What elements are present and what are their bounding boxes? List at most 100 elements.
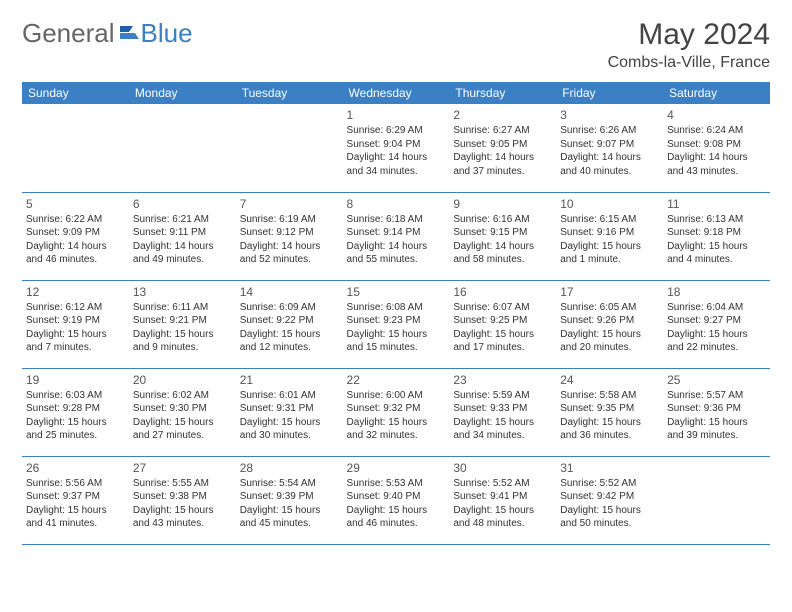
calendar-cell: 5Sunrise: 6:22 AMSunset: 9:09 PMDaylight… bbox=[22, 192, 129, 280]
sunset-text: Sunset: 9:16 PM bbox=[560, 226, 659, 240]
day-number: 27 bbox=[133, 460, 232, 476]
daylight-text: Daylight: 15 hours and 50 minutes. bbox=[560, 504, 659, 531]
sunset-text: Sunset: 9:41 PM bbox=[453, 490, 552, 504]
sunrise-text: Sunrise: 5:53 AM bbox=[347, 477, 446, 491]
logo-flag-icon bbox=[119, 18, 141, 49]
sunrise-text: Sunrise: 6:07 AM bbox=[453, 301, 552, 315]
day-number: 22 bbox=[347, 372, 446, 388]
daylight-text: Daylight: 15 hours and 9 minutes. bbox=[133, 328, 232, 355]
weekday-header: Tuesday bbox=[236, 82, 343, 104]
calendar-row: 1Sunrise: 6:29 AMSunset: 9:04 PMDaylight… bbox=[22, 104, 770, 192]
header: General Blue May 2024 Combs-la-Ville, Fr… bbox=[22, 18, 770, 72]
sunrise-text: Sunrise: 5:52 AM bbox=[453, 477, 552, 491]
sunrise-text: Sunrise: 6:24 AM bbox=[667, 124, 766, 138]
weekday-header: Saturday bbox=[663, 82, 770, 104]
calendar-cell: 7Sunrise: 6:19 AMSunset: 9:12 PMDaylight… bbox=[236, 192, 343, 280]
calendar-cell: 11Sunrise: 6:13 AMSunset: 9:18 PMDayligh… bbox=[663, 192, 770, 280]
daylight-text: Daylight: 15 hours and 30 minutes. bbox=[240, 416, 339, 443]
sunrise-text: Sunrise: 6:27 AM bbox=[453, 124, 552, 138]
daylight-text: Daylight: 15 hours and 7 minutes. bbox=[26, 328, 125, 355]
sunset-text: Sunset: 9:30 PM bbox=[133, 402, 232, 416]
day-number: 16 bbox=[453, 284, 552, 300]
sunrise-text: Sunrise: 6:11 AM bbox=[133, 301, 232, 315]
sunrise-text: Sunrise: 5:52 AM bbox=[560, 477, 659, 491]
day-number: 19 bbox=[26, 372, 125, 388]
calendar-cell: 6Sunrise: 6:21 AMSunset: 9:11 PMDaylight… bbox=[129, 192, 236, 280]
daylight-text: Daylight: 14 hours and 43 minutes. bbox=[667, 151, 766, 178]
daylight-text: Daylight: 14 hours and 40 minutes. bbox=[560, 151, 659, 178]
sunset-text: Sunset: 9:18 PM bbox=[667, 226, 766, 240]
sunrise-text: Sunrise: 6:13 AM bbox=[667, 213, 766, 227]
calendar-cell: 17Sunrise: 6:05 AMSunset: 9:26 PMDayligh… bbox=[556, 280, 663, 368]
day-number: 15 bbox=[347, 284, 446, 300]
calendar-table: SundayMondayTuesdayWednesdayThursdayFrid… bbox=[22, 82, 770, 545]
calendar-cell: 20Sunrise: 6:02 AMSunset: 9:30 PMDayligh… bbox=[129, 368, 236, 456]
day-number: 23 bbox=[453, 372, 552, 388]
calendar-cell: 2Sunrise: 6:27 AMSunset: 9:05 PMDaylight… bbox=[449, 104, 556, 192]
calendar-row: 12Sunrise: 6:12 AMSunset: 9:19 PMDayligh… bbox=[22, 280, 770, 368]
daylight-text: Daylight: 15 hours and 32 minutes. bbox=[347, 416, 446, 443]
sunrise-text: Sunrise: 5:56 AM bbox=[26, 477, 125, 491]
calendar-row: 19Sunrise: 6:03 AMSunset: 9:28 PMDayligh… bbox=[22, 368, 770, 456]
calendar-header-row: SundayMondayTuesdayWednesdayThursdayFrid… bbox=[22, 82, 770, 104]
calendar-cell: 8Sunrise: 6:18 AMSunset: 9:14 PMDaylight… bbox=[343, 192, 450, 280]
day-number: 28 bbox=[240, 460, 339, 476]
daylight-text: Daylight: 15 hours and 15 minutes. bbox=[347, 328, 446, 355]
sunrise-text: Sunrise: 6:08 AM bbox=[347, 301, 446, 315]
calendar-cell: 29Sunrise: 5:53 AMSunset: 9:40 PMDayligh… bbox=[343, 456, 450, 544]
calendar-cell: 31Sunrise: 5:52 AMSunset: 9:42 PMDayligh… bbox=[556, 456, 663, 544]
sunset-text: Sunset: 9:12 PM bbox=[240, 226, 339, 240]
day-number: 7 bbox=[240, 196, 339, 212]
day-number: 31 bbox=[560, 460, 659, 476]
daylight-text: Daylight: 15 hours and 45 minutes. bbox=[240, 504, 339, 531]
sunrise-text: Sunrise: 5:59 AM bbox=[453, 389, 552, 403]
day-number: 1 bbox=[347, 107, 446, 123]
sunrise-text: Sunrise: 6:09 AM bbox=[240, 301, 339, 315]
calendar-cell: 4Sunrise: 6:24 AMSunset: 9:08 PMDaylight… bbox=[663, 104, 770, 192]
sunset-text: Sunset: 9:40 PM bbox=[347, 490, 446, 504]
daylight-text: Daylight: 15 hours and 4 minutes. bbox=[667, 240, 766, 267]
day-number: 9 bbox=[453, 196, 552, 212]
sunset-text: Sunset: 9:37 PM bbox=[26, 490, 125, 504]
sunset-text: Sunset: 9:33 PM bbox=[453, 402, 552, 416]
weekday-header: Sunday bbox=[22, 82, 129, 104]
sunset-text: Sunset: 9:22 PM bbox=[240, 314, 339, 328]
daylight-text: Daylight: 15 hours and 48 minutes. bbox=[453, 504, 552, 531]
day-number: 2 bbox=[453, 107, 552, 123]
month-title: May 2024 bbox=[608, 18, 770, 52]
weekday-header: Wednesday bbox=[343, 82, 450, 104]
sunset-text: Sunset: 9:39 PM bbox=[240, 490, 339, 504]
calendar-cell: 23Sunrise: 5:59 AMSunset: 9:33 PMDayligh… bbox=[449, 368, 556, 456]
day-number: 30 bbox=[453, 460, 552, 476]
day-number: 11 bbox=[667, 196, 766, 212]
daylight-text: Daylight: 15 hours and 20 minutes. bbox=[560, 328, 659, 355]
sunset-text: Sunset: 9:25 PM bbox=[453, 314, 552, 328]
sunrise-text: Sunrise: 6:04 AM bbox=[667, 301, 766, 315]
sunrise-text: Sunrise: 6:05 AM bbox=[560, 301, 659, 315]
weekday-header: Friday bbox=[556, 82, 663, 104]
day-number: 10 bbox=[560, 196, 659, 212]
day-number: 21 bbox=[240, 372, 339, 388]
sunset-text: Sunset: 9:07 PM bbox=[560, 138, 659, 152]
logo-text-1: General bbox=[22, 18, 115, 49]
weekday-header: Monday bbox=[129, 82, 236, 104]
daylight-text: Daylight: 14 hours and 49 minutes. bbox=[133, 240, 232, 267]
sunset-text: Sunset: 9:38 PM bbox=[133, 490, 232, 504]
day-number: 4 bbox=[667, 107, 766, 123]
sunset-text: Sunset: 9:21 PM bbox=[133, 314, 232, 328]
sunset-text: Sunset: 9:42 PM bbox=[560, 490, 659, 504]
calendar-cell bbox=[129, 104, 236, 192]
calendar-cell: 19Sunrise: 6:03 AMSunset: 9:28 PMDayligh… bbox=[22, 368, 129, 456]
calendar-cell: 10Sunrise: 6:15 AMSunset: 9:16 PMDayligh… bbox=[556, 192, 663, 280]
daylight-text: Daylight: 15 hours and 22 minutes. bbox=[667, 328, 766, 355]
daylight-text: Daylight: 15 hours and 43 minutes. bbox=[133, 504, 232, 531]
daylight-text: Daylight: 15 hours and 1 minute. bbox=[560, 240, 659, 267]
calendar-cell: 27Sunrise: 5:55 AMSunset: 9:38 PMDayligh… bbox=[129, 456, 236, 544]
sunrise-text: Sunrise: 6:02 AM bbox=[133, 389, 232, 403]
sunset-text: Sunset: 9:04 PM bbox=[347, 138, 446, 152]
calendar-cell bbox=[22, 104, 129, 192]
daylight-text: Daylight: 15 hours and 46 minutes. bbox=[347, 504, 446, 531]
day-number: 18 bbox=[667, 284, 766, 300]
sunset-text: Sunset: 9:05 PM bbox=[453, 138, 552, 152]
day-number: 17 bbox=[560, 284, 659, 300]
